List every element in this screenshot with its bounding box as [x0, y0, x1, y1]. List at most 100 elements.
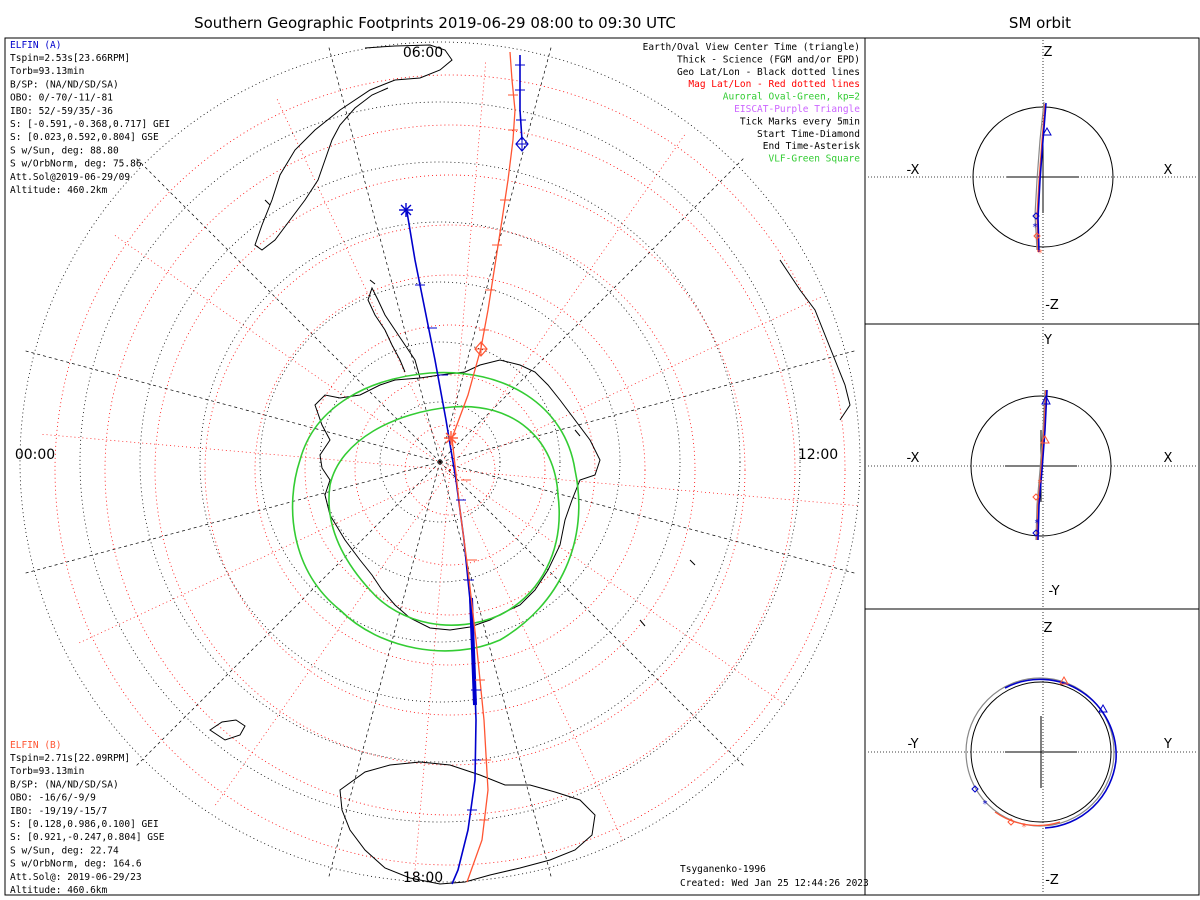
mag-meridian — [214, 469, 451, 807]
elfin-a-track — [406, 211, 477, 885]
legend: Earth/Oval View Center Time (triangle)Th… — [643, 42, 861, 165]
elfin-b-line: B/SP: (NA/ND/SD/SA) — [10, 779, 119, 790]
orbit-panel-xz-top: Z — [1044, 45, 1053, 60]
orbit-panel-yz-left: -Y — [907, 737, 918, 752]
mag-latitude-circle — [104, 124, 796, 816]
mag-grid-meridians — [41, 61, 859, 879]
antarctic-peninsula-outline — [367, 286, 421, 379]
elfin-b-line: Altitude: 460.6km — [10, 885, 108, 896]
svg-text:*: * — [1021, 822, 1027, 833]
orbit-panel-xy-right: X — [1164, 451, 1173, 466]
mag-meridian — [41, 433, 451, 471]
elfin-a-line: Torb=93.13min — [10, 66, 84, 77]
svg-text:*: * — [982, 799, 988, 810]
elfin-b-track — [451, 51, 516, 883]
orbit-panel-xy-top: Y — [1043, 333, 1052, 348]
geo-latitude-circle — [379, 401, 501, 523]
elfin-a-line: IBO: 52/-59/35/-36 — [10, 106, 113, 117]
geo-grid-circles — [19, 41, 861, 883]
orbit-title: SM orbit — [1009, 14, 1071, 32]
mag-latitude-circle — [54, 74, 846, 866]
geo-latitude-circle — [19, 41, 861, 883]
sm-orbit-panels: Z -Z -X X * * Y -Y -X X — [864, 37, 1200, 896]
geo-latitude-circle — [259, 281, 621, 643]
mag-meridian — [413, 469, 451, 879]
orbit-panel-yz-frame — [864, 608, 1200, 896]
elfin-b-end-asterisk — [444, 431, 458, 445]
legend-item: Earth/Oval View Center Time (triangle) — [643, 42, 860, 53]
elfin-b-line: S: [0.921,-0.247,0.804] GSE — [10, 832, 165, 843]
mag-meridian — [113, 234, 451, 471]
mag-latitude-circle — [404, 424, 496, 516]
mag-meridian — [78, 469, 451, 644]
mag-meridian — [449, 469, 859, 507]
elfin-b-lines: Tspin=2.71s[22.09RPM] Torb=93.13min B/SP: … — [10, 753, 165, 896]
legend-item: Start Time-Diamond — [757, 129, 860, 140]
mag-meridian — [449, 469, 787, 706]
elfin-a-line: B/SP: (NA/ND/SD/SA) — [10, 79, 119, 90]
mag-meridian — [449, 133, 686, 471]
credit-model: Tsyganenko-1996 — [680, 864, 766, 875]
coastlines — [209, 44, 851, 885]
orbit-panel-yz-right: Y — [1163, 737, 1172, 752]
elfin-a-header: ELFIN (A) — [10, 40, 61, 51]
orbit-panel-xy-left: -X — [907, 451, 920, 466]
elfin-b-line: Att.Sol@: 2019-06-29/23 — [10, 872, 142, 883]
svg-text:*: * — [1032, 222, 1038, 233]
legend-item: VLF-Green Square — [768, 154, 860, 165]
auroral-oval-inner — [328, 405, 560, 626]
geo-latitude-circle — [79, 101, 801, 823]
elfin-b-line: S w/OrbNorm, deg: 164.6 — [10, 859, 142, 870]
geo-latitude-circle — [199, 221, 681, 703]
clock-label-left: 00:00 — [15, 447, 55, 463]
legend-item: Thick - Science (FGM and/or EPD) — [677, 54, 860, 65]
main-title: Southern Geographic Footprints 2019-06-2… — [194, 14, 676, 32]
antarctica-outline — [314, 359, 601, 631]
auroral-ovals — [291, 371, 580, 652]
orbit-panel-xy-bottom: -Y — [1048, 584, 1059, 599]
elfin-a-line: S: [0.023,0.592,0.804] GSE — [10, 132, 159, 143]
legend-item: Auroral Oval-Green, kp=2 — [723, 92, 860, 103]
south-america-outline — [254, 44, 453, 251]
mag-latitude-circle — [304, 324, 596, 616]
clock-label-right: 12:00 — [798, 447, 838, 463]
footprint-tracks — [399, 51, 529, 885]
legend-item: Geo Lat/Lon - Black dotted lines — [677, 67, 860, 78]
orbit-panel-xz: Z -Z -X X * * — [868, 40, 1197, 322]
clock-label-bottom: 18:00 — [403, 870, 443, 886]
australia-outline — [339, 761, 596, 885]
mag-latitude-circle — [354, 374, 546, 566]
polar-map: 06:00 00:00 12:00 18:00 — [15, 41, 861, 886]
orbit-panel-xz-bottom: -Z — [1045, 298, 1059, 313]
elfin-a-end-asterisk — [399, 203, 413, 217]
orbit-panel-xy: Y -Y -X X * * — [868, 327, 1197, 607]
legend-item: EISCAT-Purple Triangle — [734, 104, 860, 115]
islands-outline — [264, 199, 696, 627]
elfin-a-line: Altitude: 460.2km — [10, 185, 108, 196]
elfin-b-line: S: [0.128,0.986,0.100] GEI — [10, 819, 159, 830]
elfin-b-line: Tspin=2.71s[22.09RPM] — [10, 753, 130, 764]
elfin-b-info: ELFIN (B) Tspin=2.71s[22.09RPM] Torb=93.1… — [10, 740, 165, 896]
mag-latitude-circle — [254, 274, 646, 666]
elfin-a-line: Tspin=2.53s[23.66RPM] — [10, 53, 130, 64]
mag-meridian — [449, 469, 624, 842]
elfin-b-line: OBO: -16/6/-9/9 — [10, 793, 96, 804]
mag-grid-circles — [54, 74, 846, 866]
credit-created: Created: Wed Jan 25 12:44:26 2023 — [680, 878, 869, 889]
elfin-a-line: S: [-0.591,-0.368,0.717] GEI — [10, 119, 170, 130]
elfin-a-info: ELFIN (A) Tspin=2.53s[23.66RPM] Torb=93.1… — [10, 40, 170, 196]
elfin-a-line: S w/OrbNorm, deg: 75.86 — [10, 159, 142, 170]
new-zealand-outline — [209, 719, 246, 741]
elfin-a-line: OBO: 0/-70/-11/-81 — [10, 93, 113, 104]
elfin-a-science-segment — [469, 597, 477, 706]
svg-text:*: * — [1037, 478, 1043, 489]
orbit-panel-yz-bottom: -Z — [1045, 873, 1059, 888]
africa-outline — [779, 259, 851, 421]
orbit-panel-xz-left: -X — [907, 163, 920, 178]
elfin-b-line: IBO: -19/19/-15/7 — [10, 806, 107, 817]
orbit-panel-yz: Z -Z -Y Y * * — [868, 612, 1197, 893]
clock-label-top: 06:00 — [403, 45, 443, 61]
elfin-a-lines: Tspin=2.53s[23.66RPM] Torb=93.13min B/SP: … — [10, 53, 170, 196]
mag-meridian — [276, 98, 451, 471]
